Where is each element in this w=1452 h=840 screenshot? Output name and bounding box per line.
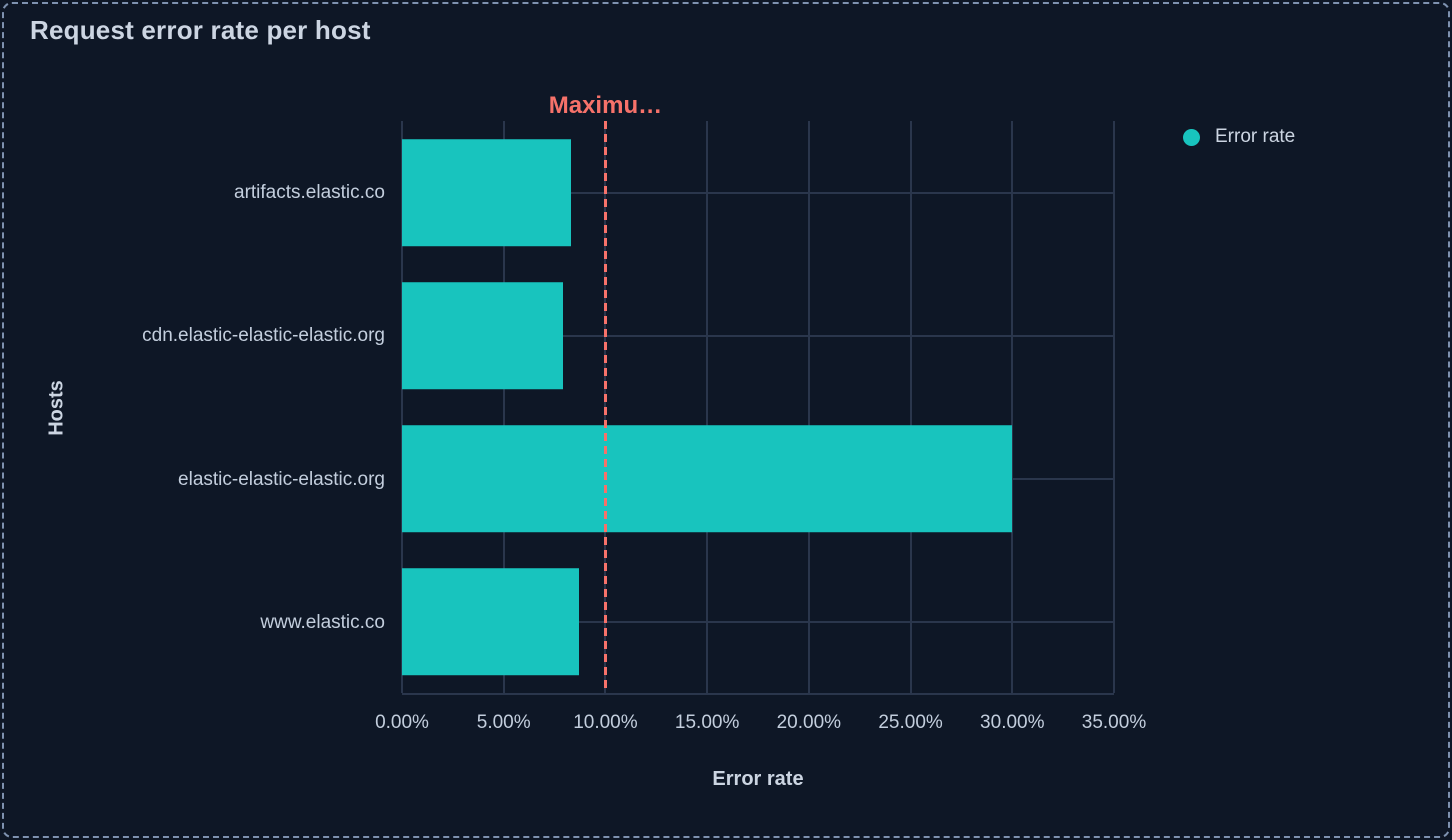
gridline-vertical [807, 121, 810, 693]
gridline-vertical [1011, 121, 1014, 693]
legend-item-error-rate[interactable]: Error rate [1183, 126, 1295, 148]
y-axis-label: cdn.elastic-elastic-elastic.org [142, 325, 385, 347]
bar[interactable] [402, 424, 1013, 533]
gridline-vertical [401, 121, 403, 693]
x-axis-tick-label: 0.00% [375, 712, 429, 733]
y-axis-title: Hosts [45, 380, 68, 436]
x-axis-tick-label: 15.00% [674, 712, 740, 733]
bar[interactable] [402, 138, 571, 247]
legend-series-dot-icon [1183, 128, 1200, 146]
gridline-horizontal [402, 191, 1114, 194]
plot-area [401, 121, 1115, 695]
y-axis-label: artifacts.elastic.co [234, 181, 385, 203]
gridline-vertical [909, 121, 912, 693]
x-axis-tick-label: 35.00% [1081, 712, 1147, 733]
gridline-vertical [706, 121, 709, 693]
gridline-horizontal [402, 620, 1114, 623]
gridline-vertical [1113, 121, 1115, 693]
x-axis-tick-labels: 0.00% 5.00% 10.00% 15.00% 20.00% 25.00% 30.00%… [375, 712, 1146, 738]
x-axis-tick-label: 25.00% [878, 712, 943, 733]
y-axis-label: www.elastic.co [260, 612, 385, 634]
x-axis-tick-label: 5.00% [476, 712, 531, 733]
x-axis-tick-label: 20.00% [776, 712, 842, 733]
gridline-vertical [502, 121, 505, 693]
y-axis-label: elastic-elastic-elastic.org [178, 468, 385, 490]
bar[interactable] [402, 567, 579, 676]
legend-series-label: Error rate [1215, 126, 1296, 147]
legend: Error rate [1183, 126, 1295, 148]
bar[interactable] [402, 281, 563, 390]
threshold-line [603, 121, 607, 693]
gridline-horizontal [402, 334, 1114, 337]
threshold-annotation-label[interactable]: Maximu… [548, 92, 663, 119]
x-axis-tick-label: 10.00% [573, 712, 638, 733]
panel-title: Request error rate per host [30, 15, 371, 45]
y-axis-labels: artifacts.elastic.co cdn.elastic-elastic-… [80, 121, 385, 695]
x-axis-title: Error rate [712, 768, 804, 790]
x-axis-tick-label: 30.00% [980, 712, 1045, 733]
